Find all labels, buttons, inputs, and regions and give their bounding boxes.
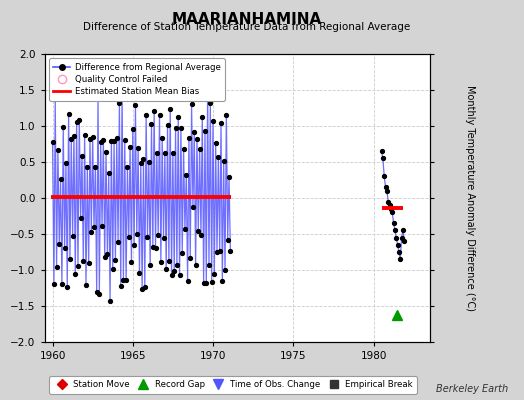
Text: Difference of Station Temperature Data from Regional Average: Difference of Station Temperature Data f… xyxy=(83,22,410,32)
Text: Berkeley Earth: Berkeley Earth xyxy=(436,384,508,394)
Legend: Station Move, Record Gap, Time of Obs. Change, Empirical Break: Station Move, Record Gap, Time of Obs. C… xyxy=(49,376,417,394)
Legend: Difference from Regional Average, Quality Control Failed, Estimated Station Mean: Difference from Regional Average, Qualit… xyxy=(49,58,225,101)
Text: MAARIANHAMINA: MAARIANHAMINA xyxy=(171,12,321,27)
Text: Monthly Temperature Anomaly Difference (°C): Monthly Temperature Anomaly Difference (… xyxy=(465,85,475,311)
